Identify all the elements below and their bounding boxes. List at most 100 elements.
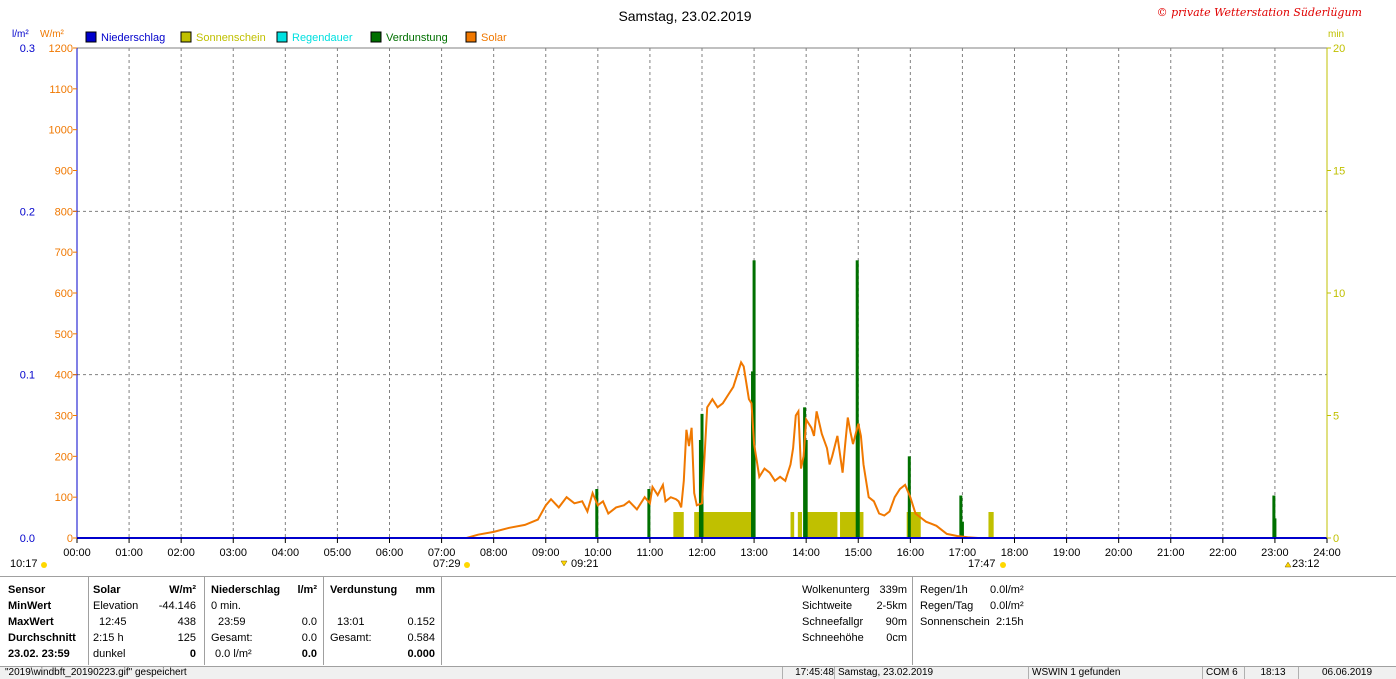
x-tick-label: 15:00 (844, 547, 872, 559)
sunrise-left-icon (41, 562, 47, 568)
x-tick-label: 06:00 (376, 547, 404, 559)
solar-r4a: dunkel (93, 648, 126, 660)
rain-unit: l/m² (297, 584, 317, 596)
status-file: "2019\windbft_20190223.gif" gespeichert (5, 667, 187, 678)
sunshine-bar (694, 512, 752, 538)
legend-label: Niederschlag (101, 32, 165, 44)
left-unit-solar: W/m² (40, 29, 65, 40)
sunshine-bar (673, 512, 684, 538)
sensor-label: Sensor (8, 584, 46, 596)
x-tick-label: 07:00 (428, 547, 456, 559)
right-unit: min (1328, 29, 1344, 40)
solar-tick-label: 600 (55, 288, 73, 300)
solar-tick-label: 0 (67, 533, 73, 545)
stats-panel: Sensor MinWert MaxWert Durchschnitt 23.0… (0, 576, 1396, 667)
snowfall-value: 90m (885, 616, 907, 628)
evap-head: Verdunstung (330, 584, 398, 596)
min-tick-label: 0 (1333, 533, 1339, 545)
snowheight-label: Schneehöhe (802, 632, 864, 644)
rain-tick-label: 0.1 (20, 370, 35, 382)
evaporation-bars (595, 260, 1277, 538)
evap-r2a: 13:01 (337, 616, 365, 628)
solar-line (466, 360, 1002, 539)
solar-tick-label: 1000 (49, 125, 73, 137)
status-wswin: WSWIN 1 gefunden (1028, 667, 1202, 679)
status-clock: 18:13 (1244, 667, 1298, 679)
evaporation-bar (698, 440, 702, 538)
evap-r2b: 0.152 (407, 616, 435, 628)
sunshine-bar (840, 512, 864, 538)
legend-label: Verdunstung (386, 32, 448, 44)
evap-unit: mm (415, 584, 435, 596)
solar-tick-label: 900 (55, 166, 73, 178)
solar-unit: W/m² (169, 584, 196, 596)
sunshine-value: 2:15h (996, 616, 1024, 628)
evaporation-bar (856, 423, 860, 538)
moonrise-icon (560, 560, 568, 567)
rain1h-label: Regen/1h (920, 584, 968, 596)
sunshine-bar (790, 512, 795, 538)
evap-r3a: Gesamt: (330, 632, 372, 644)
x-tick-label: 13:00 (740, 547, 768, 559)
evaporation-bar (700, 413, 704, 538)
sunrise-label: 07:29 (433, 558, 461, 570)
moonset-icon (1284, 561, 1292, 568)
rain-r2a: 23:59 (218, 616, 246, 628)
legend-label: Solar (481, 32, 507, 44)
max-label: MaxWert (8, 616, 54, 628)
sunset-label: 17:47 (968, 558, 996, 570)
x-tick-label: 04:00 (272, 547, 300, 559)
solar-r2b: 438 (177, 616, 196, 628)
rainday-value: 0.0l/m² (990, 600, 1024, 612)
legend-swatch (85, 31, 97, 43)
evaporation-bar (1273, 518, 1277, 538)
evaporation-bar (595, 489, 599, 538)
weather-chart: Samstag, 23.02.2019 © private Wetterstat… (10, 6, 1362, 570)
x-tick-label: 12:00 (688, 547, 716, 559)
x-tick-label: 18:00 (1001, 547, 1029, 559)
snowheight-value: 0cm (886, 632, 907, 644)
x-tick-label: 24:00 (1313, 547, 1341, 559)
x-tick-label: 02:00 (167, 547, 195, 559)
rain1h-value: 0.0l/m² (990, 584, 1024, 596)
evap-r3b: 0.584 (407, 632, 435, 644)
x-tick-label: 20:00 (1105, 547, 1133, 559)
rainday-label: Regen/Tag (920, 600, 974, 612)
solar-tick-label: 500 (55, 329, 73, 341)
cloud-value: 339m (879, 584, 907, 596)
evaporation-bar (751, 371, 755, 538)
x-tick-label: 08:00 (480, 547, 508, 559)
sunshine-bar (988, 512, 994, 538)
legend-label: Sonnenschein (196, 32, 266, 44)
solar-tick-label: 400 (55, 370, 73, 382)
x-tick-label: 11:00 (637, 547, 664, 559)
min-tick-label: 5 (1333, 411, 1339, 423)
x-tick-label: 03:00 (219, 547, 247, 559)
legend-swatch (465, 31, 477, 43)
x-tick-label: 19:00 (1053, 547, 1081, 559)
min-tick-label: 20 (1333, 43, 1345, 55)
evaporation-bar (960, 521, 964, 538)
x-tick-label: 16:00 (897, 547, 925, 559)
x-tick-label: 05:00 (324, 547, 352, 559)
rain-r4b: 0.0 (301, 648, 317, 660)
weather-stats: Wolkenunterg 339m Sichtweite 2-5km Schneef… (798, 577, 912, 665)
x-tick-label: 01:00 (115, 547, 143, 559)
x-tick-label: 00:00 (63, 547, 91, 559)
solar-tick-label: 1200 (49, 43, 73, 55)
rain-r2b: 0.0 (301, 616, 317, 628)
x-tick-label: 23:00 (1261, 547, 1289, 559)
avg-label: Durchschnitt (8, 632, 76, 644)
solar-head: Solar (93, 584, 121, 596)
evaporation-bar (959, 495, 963, 538)
x-tick-label: 22:00 (1209, 547, 1237, 559)
left-unit-rain: l/m² (12, 29, 29, 40)
chart-title: Samstag, 23.02.2019 (618, 8, 751, 24)
sunshine-bar (806, 512, 838, 538)
rain-tick-label: 0.2 (20, 206, 35, 218)
solar-r1b: -44.146 (158, 600, 196, 612)
status-time: 17:45:48 (782, 667, 834, 679)
evaporation-bar (855, 260, 859, 538)
legend-label: Regendauer (292, 32, 353, 44)
evaporation-bar (1272, 495, 1276, 538)
